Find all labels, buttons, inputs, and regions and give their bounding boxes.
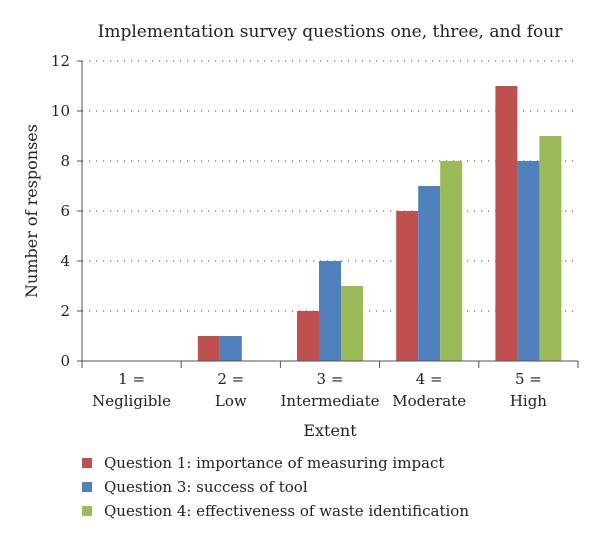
- y-tick-label: 0: [60, 352, 70, 370]
- x-tick-label: 5 =: [515, 370, 542, 388]
- x-axis-label: Extent: [303, 421, 357, 440]
- bars: [197, 86, 562, 361]
- legend-swatch: [82, 458, 92, 468]
- legend-label: Question 3: success of tool: [104, 478, 308, 496]
- x-tick-label: Intermediate: [280, 392, 379, 410]
- x-tick-label: 1 =: [118, 370, 145, 388]
- bar: [319, 261, 341, 361]
- gridlines: [82, 60, 578, 312]
- y-tick-label: 4: [60, 252, 70, 270]
- x-tick-label: Negligible: [92, 392, 171, 410]
- x-tick-label: 2 =: [217, 370, 244, 388]
- x-tick-label: Low: [215, 392, 247, 410]
- x-tick-label: 3 =: [317, 370, 344, 388]
- y-axis-label: Number of responses: [22, 124, 41, 298]
- x-tick-label: 4 =: [416, 370, 443, 388]
- y-tick-label: 2: [60, 302, 70, 320]
- bar: [396, 211, 419, 361]
- x-tick-label: Moderate: [392, 392, 466, 410]
- bar: [440, 161, 463, 361]
- legend-swatch: [82, 506, 92, 516]
- bar: [341, 286, 363, 361]
- bar: [539, 136, 562, 361]
- legend-swatch: [82, 482, 92, 492]
- y-tick-label: 6: [60, 202, 70, 220]
- legend-label: Question 1: importance of measuring impa…: [104, 454, 444, 472]
- legend: Question 1: importance of measuring impa…: [82, 454, 469, 520]
- bar: [197, 336, 220, 361]
- bar: [219, 336, 242, 361]
- chart-title: Implementation survey questions one, thr…: [98, 22, 564, 42]
- axes: [77, 60, 579, 368]
- y-tick-labels: 0 2 4 6 8 10 12: [51, 52, 70, 370]
- bar: [297, 311, 319, 361]
- x-category-labels: 1 = Negligible 2 = Low 3 = Intermediate 4 = Mod…: [92, 370, 547, 410]
- y-tick-label: 12: [51, 52, 70, 70]
- bar: [418, 186, 441, 361]
- bar: [495, 86, 518, 361]
- x-tick-label: High: [510, 392, 547, 410]
- bar: [517, 161, 540, 361]
- y-tick-label: 8: [60, 152, 70, 170]
- legend-label: Question 4: effectiveness of waste ident…: [104, 502, 469, 520]
- y-tick-label: 10: [51, 102, 70, 120]
